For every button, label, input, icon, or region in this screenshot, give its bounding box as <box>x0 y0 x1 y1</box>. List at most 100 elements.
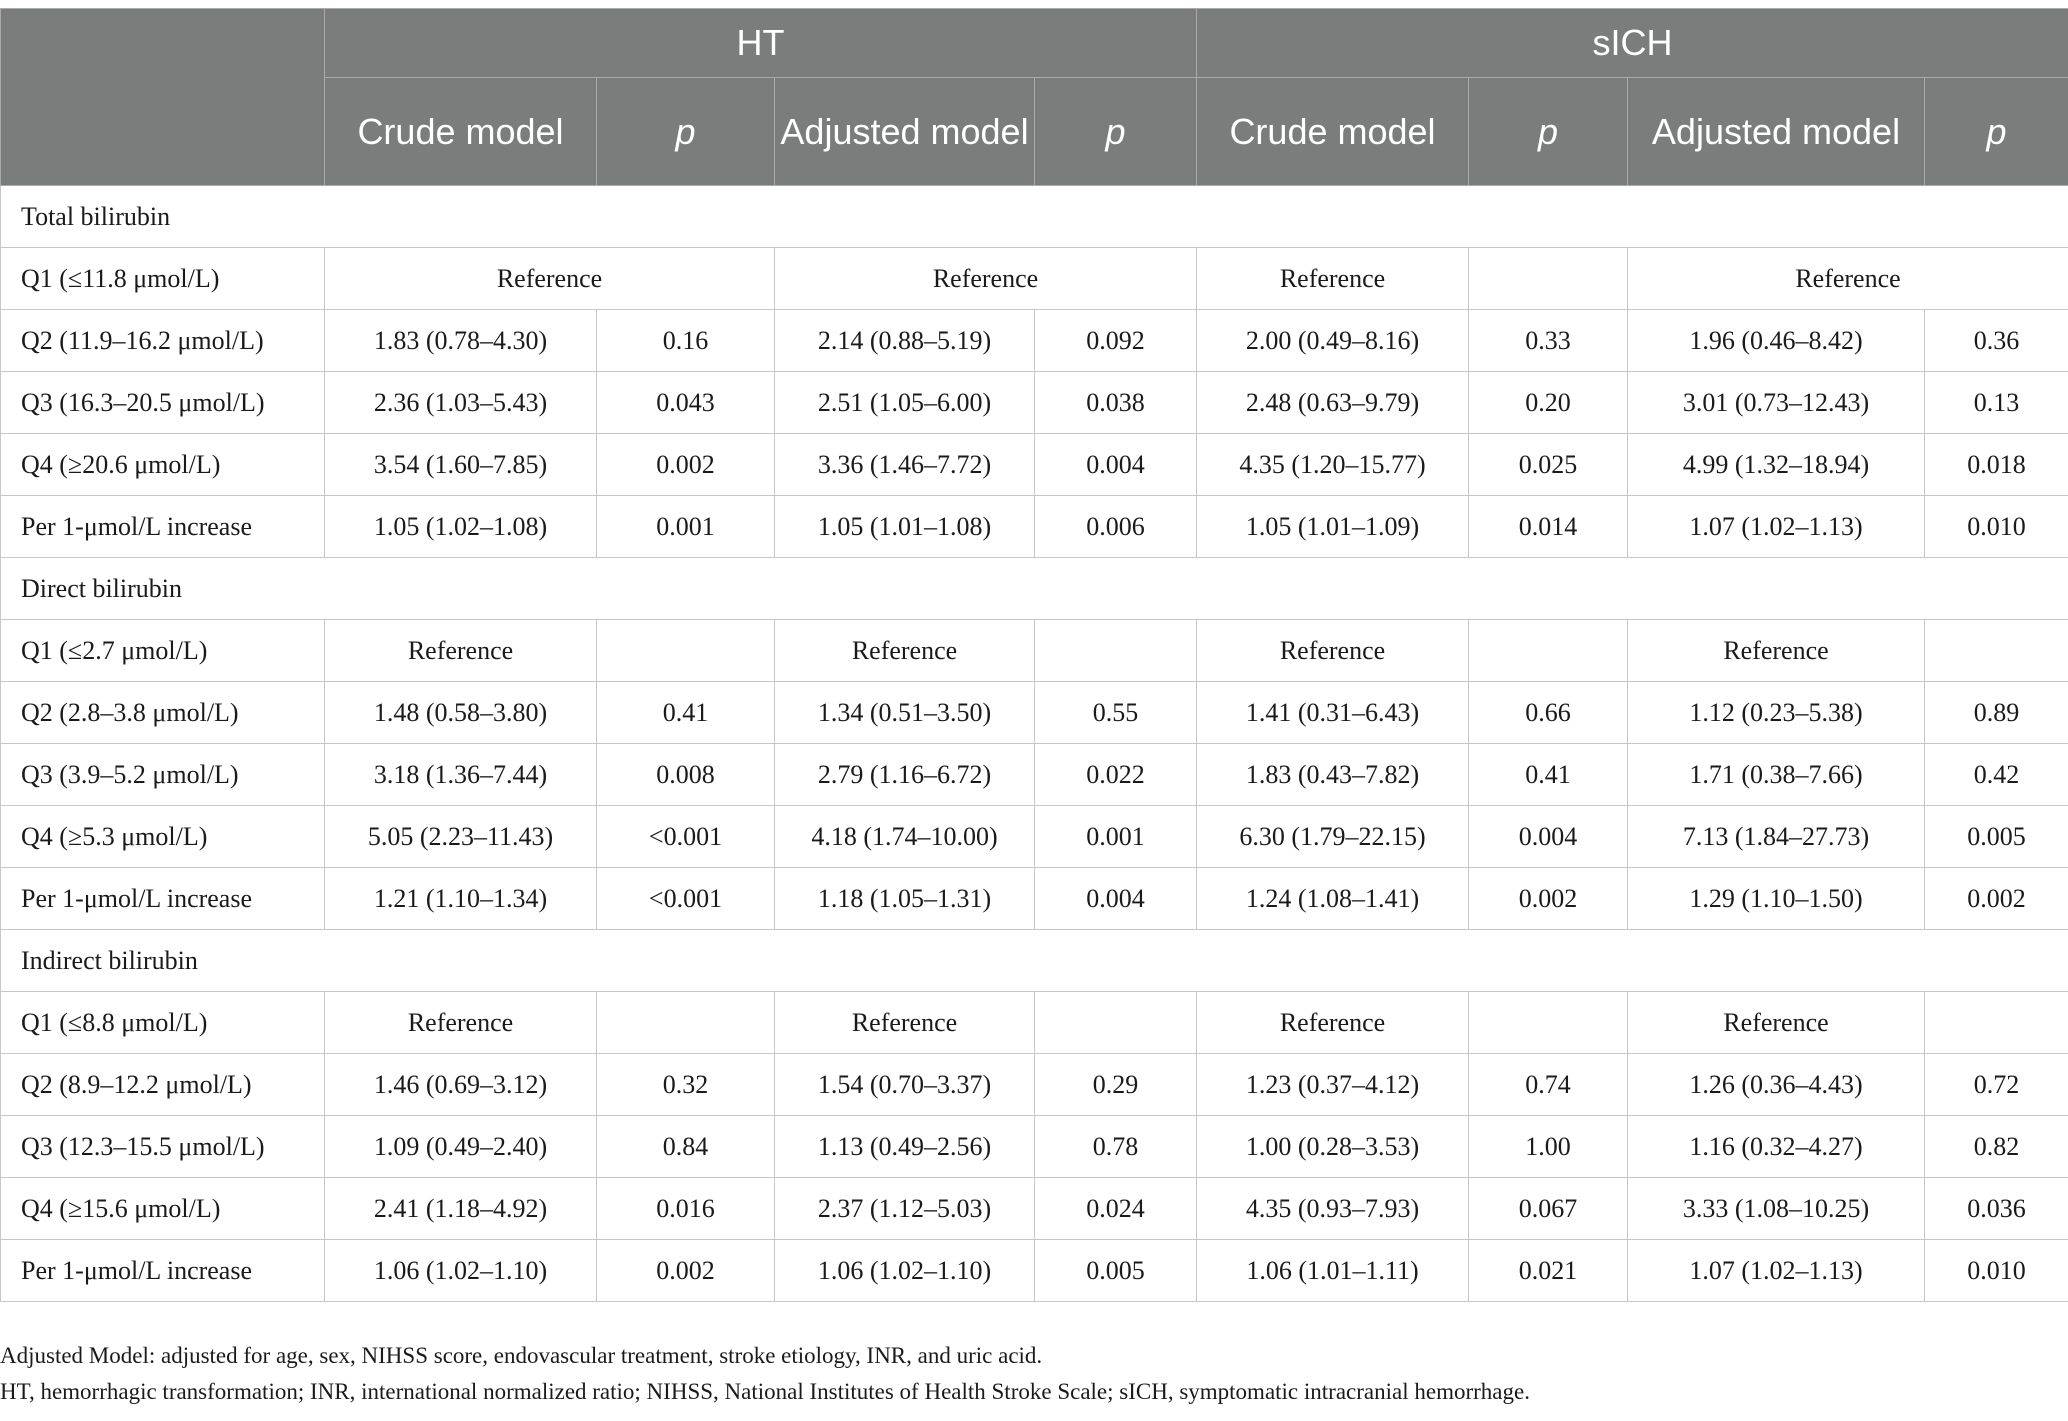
results-table: HT sICH Crude model p Adjusted model p C… <box>0 8 2068 1302</box>
sich-adjusted-reference-cell: Reference <box>1627 247 2068 310</box>
ht-adjusted-cell: 2.14 (0.88–5.19) <box>774 309 1035 372</box>
section-row-total-bilirubin: Total bilirubin <box>0 185 2068 248</box>
ht-crude-p-cell: <0.001 <box>596 805 775 868</box>
row-label: Q3 (16.3–20.5 μmol/L) <box>0 371 325 434</box>
sich-crude-cell: 2.48 (0.63–9.79) <box>1196 371 1469 434</box>
table-body: Total bilirubin Q1 (≤11.8 μmol/L) Refere… <box>0 185 2068 1302</box>
ht-crude-cell: 3.54 (1.60–7.85) <box>324 433 597 496</box>
ht-crude-p-cell: 0.32 <box>596 1053 775 1116</box>
column-header-sich-crude: Crude model <box>1196 77 1469 186</box>
column-header-ht-adjusted: Adjusted model <box>774 77 1035 186</box>
sich-adjusted-p-cell: 0.42 <box>1924 743 2068 806</box>
sich-crude-p-cell <box>1468 247 1628 310</box>
ht-adjusted-p-cell <box>1034 991 1197 1054</box>
row-label: Per 1-μmol/L increase <box>0 1239 325 1302</box>
sich-crude-cell: Reference <box>1196 247 1469 310</box>
section-row-direct-bilirubin: Direct bilirubin <box>0 557 2068 620</box>
table-row: Q4 (≥15.6 μmol/L) 2.41 (1.18–4.92) 0.016… <box>0 1177 2068 1240</box>
footnote-abbreviations: HT, hemorrhagic transformation; INR, int… <box>0 1379 1530 1404</box>
sich-adjusted-p-cell: 0.010 <box>1924 495 2068 558</box>
ht-crude-cell: Reference <box>324 991 597 1054</box>
sich-adjusted-p-cell: 0.36 <box>1924 309 2068 372</box>
sich-adjusted-p-cell: 0.89 <box>1924 681 2068 744</box>
row-label: Q2 (8.9–12.2 μmol/L) <box>0 1053 325 1116</box>
sich-adjusted-p-cell: 0.036 <box>1924 1177 2068 1240</box>
section-title: Direct bilirubin <box>0 557 2068 620</box>
table-row: Q2 (11.9–16.2 μmol/L) 1.83 (0.78–4.30) 0… <box>0 309 2068 372</box>
ht-adjusted-cell: 2.37 (1.12–5.03) <box>774 1177 1035 1240</box>
ht-adjusted-p-cell: 0.005 <box>1034 1239 1197 1302</box>
table-footnotes: Adjusted Model: adjusted for age, sex, N… <box>0 1338 2068 1410</box>
sich-crude-p-cell: 0.002 <box>1468 867 1628 930</box>
ht-adjusted-p-cell: 0.001 <box>1034 805 1197 868</box>
group-header-sich: sICH <box>1196 8 2068 78</box>
sich-adjusted-cell: 1.71 (0.38–7.66) <box>1627 743 1925 806</box>
sich-crude-p-cell: 0.004 <box>1468 805 1628 868</box>
row-label: Q4 (≥5.3 μmol/L) <box>0 805 325 868</box>
sich-adjusted-cell: 4.99 (1.32–18.94) <box>1627 433 1925 496</box>
ht-adjusted-p-cell: 0.038 <box>1034 371 1197 434</box>
table-row: Q1 (≤11.8 μmol/L) Reference Reference Re… <box>0 247 2068 310</box>
ht-adjusted-p-cell: 0.29 <box>1034 1053 1197 1116</box>
table-row: Q4 (≥5.3 μmol/L) 5.05 (2.23–11.43) <0.00… <box>0 805 2068 868</box>
column-header-sich-crude-p: p <box>1468 77 1628 186</box>
table-row: Per 1-μmol/L increase 1.06 (1.02–1.10) 0… <box>0 1239 2068 1302</box>
ht-crude-reference-cell: Reference <box>324 247 775 310</box>
row-label: Q3 (12.3–15.5 μmol/L) <box>0 1115 325 1178</box>
ht-crude-cell: 2.41 (1.18–4.92) <box>324 1177 597 1240</box>
table-header: HT sICH Crude model p Adjusted model p C… <box>0 8 2068 186</box>
sich-crude-cell: 1.41 (0.31–6.43) <box>1196 681 1469 744</box>
ht-adjusted-p-cell: 0.78 <box>1034 1115 1197 1178</box>
sich-adjusted-p-cell: 0.72 <box>1924 1053 2068 1116</box>
ht-crude-cell: 3.18 (1.36–7.44) <box>324 743 597 806</box>
sich-crude-p-cell <box>1468 991 1628 1054</box>
table-row: Q1 (≤8.8 μmol/L) Reference Reference Ref… <box>0 991 2068 1054</box>
sich-adjusted-p-cell <box>1924 991 2068 1054</box>
ht-crude-cell: 1.06 (1.02–1.10) <box>324 1239 597 1302</box>
sich-adjusted-cell: 7.13 (1.84–27.73) <box>1627 805 1925 868</box>
ht-crude-cell: 1.46 (0.69–3.12) <box>324 1053 597 1116</box>
table-row: Q2 (8.9–12.2 μmol/L) 1.46 (0.69–3.12) 0.… <box>0 1053 2068 1116</box>
ht-crude-cell: 1.09 (0.49–2.40) <box>324 1115 597 1178</box>
table-row: Q3 (12.3–15.5 μmol/L) 1.09 (0.49–2.40) 0… <box>0 1115 2068 1178</box>
table-row: Q1 (≤2.7 μmol/L) Reference Reference Ref… <box>0 619 2068 682</box>
section-title: Indirect bilirubin <box>0 929 2068 992</box>
sich-crude-p-cell: 0.41 <box>1468 743 1628 806</box>
ht-crude-cell: 1.21 (1.10–1.34) <box>324 867 597 930</box>
ht-adjusted-cell: 1.54 (0.70–3.37) <box>774 1053 1035 1116</box>
sich-adjusted-p-cell: 0.018 <box>1924 433 2068 496</box>
ht-adjusted-p-cell: 0.022 <box>1034 743 1197 806</box>
sich-adjusted-cell: Reference <box>1627 619 1925 682</box>
sich-crude-p-cell: 0.021 <box>1468 1239 1628 1302</box>
ht-adjusted-cell: 3.36 (1.46–7.72) <box>774 433 1035 496</box>
ht-crude-cell: 1.05 (1.02–1.08) <box>324 495 597 558</box>
ht-adjusted-p-cell: 0.006 <box>1034 495 1197 558</box>
row-label: Q1 (≤8.8 μmol/L) <box>0 991 325 1054</box>
section-row-indirect-bilirubin: Indirect bilirubin <box>0 929 2068 992</box>
sich-crude-p-cell: 0.66 <box>1468 681 1628 744</box>
table-row: Q4 (≥20.6 μmol/L) 3.54 (1.60–7.85) 0.002… <box>0 433 2068 496</box>
sich-crude-cell: Reference <box>1196 619 1469 682</box>
corner-header-cell <box>0 8 325 186</box>
column-header-ht-crude: Crude model <box>324 77 597 186</box>
ht-crude-p-cell: 0.84 <box>596 1115 775 1178</box>
sich-crude-p-cell: 1.00 <box>1468 1115 1628 1178</box>
column-header-sich-adjusted-p: p <box>1924 77 2068 186</box>
sich-crude-cell: 1.23 (0.37–4.12) <box>1196 1053 1469 1116</box>
sich-crude-cell: 1.83 (0.43–7.82) <box>1196 743 1469 806</box>
ht-adjusted-cell: 2.51 (1.05–6.00) <box>774 371 1035 434</box>
ht-adjusted-p-cell: 0.024 <box>1034 1177 1197 1240</box>
row-label: Per 1-μmol/L increase <box>0 867 325 930</box>
ht-crude-p-cell: 0.16 <box>596 309 775 372</box>
ht-adjusted-p-cell: 0.004 <box>1034 433 1197 496</box>
group-header-ht: HT <box>324 8 1197 78</box>
sich-adjusted-p-cell <box>1924 619 2068 682</box>
ht-crude-p-cell <box>596 991 775 1054</box>
ht-crude-p-cell: 0.41 <box>596 681 775 744</box>
ht-adjusted-cell: Reference <box>774 991 1035 1054</box>
sich-adjusted-cell: 1.96 (0.46–8.42) <box>1627 309 1925 372</box>
row-label: Q4 (≥15.6 μmol/L) <box>0 1177 325 1240</box>
sich-crude-p-cell: 0.025 <box>1468 433 1628 496</box>
ht-crude-p-cell: <0.001 <box>596 867 775 930</box>
row-label: Q2 (2.8–3.8 μmol/L) <box>0 681 325 744</box>
